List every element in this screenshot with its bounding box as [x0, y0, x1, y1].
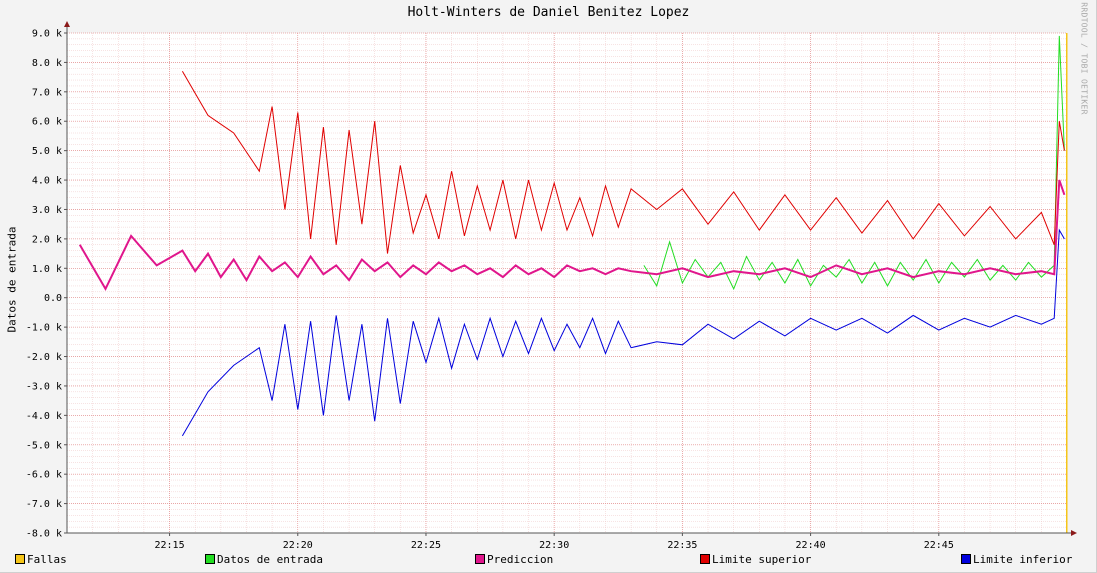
y-tick-label: 0.0 — [44, 293, 62, 304]
legend-swatch-limite-inferior — [961, 554, 971, 564]
y-tick-label: -2.0 k — [26, 352, 62, 363]
legend-swatch-limite-superior — [700, 554, 710, 564]
series-limite-superior-line — [181, 70, 1065, 254]
y-tick-label: -1.0 k — [26, 323, 62, 334]
chart-title: Holt-Winters de Daniel Benitez Lopez — [407, 5, 690, 20]
y-tick-label: 7.0 k — [32, 87, 62, 98]
y-tick-label: -7.0 k — [26, 499, 62, 510]
legend-swatch-datos-de-entrada — [205, 554, 215, 564]
x-tick-label: 22:40 — [796, 540, 826, 551]
legend-label-datos-de-entrada: Datos de entrada — [217, 552, 323, 566]
x-tick-label: 22:30 — [539, 540, 569, 551]
y-tick-label: 8.0 k — [32, 58, 62, 69]
x-tick-label: 22:45 — [924, 540, 954, 551]
y-tick-label: 2.0 k — [32, 234, 62, 245]
y-tick-label: 3.0 k — [32, 205, 62, 216]
y-tick-label: 9.0 k — [32, 29, 62, 40]
series-fallas-mark — [1066, 33, 1068, 533]
y-tick-label: 6.0 k — [32, 117, 62, 128]
series-prediccion-line — [78, 179, 1066, 292]
legend-swatch-fallas — [15, 554, 25, 564]
x-tick-label: 22:25 — [411, 540, 441, 551]
legend-item-limite-superior: Limite superior — [700, 551, 811, 567]
y-tick-label: 1.0 k — [32, 264, 62, 275]
y-tick-label: -4.0 k — [26, 411, 62, 422]
y-tick-label: 5.0 k — [32, 146, 62, 157]
legend-label-prediccion: Prediccion — [487, 552, 554, 566]
legend-item-fallas: Fallas — [15, 551, 67, 567]
y-axis-arrow — [64, 21, 70, 27]
series-limite-inferior-line — [181, 228, 1065, 437]
legend-item-datos-de-entrada: Datos de entrada — [205, 551, 323, 567]
y-tick-label: -5.0 k — [26, 440, 62, 451]
x-tick-label: 22:35 — [667, 540, 697, 551]
legend-label-limite-inferior: Limite inferior — [973, 552, 1073, 566]
legend-item-prediccion: Prediccion — [475, 551, 553, 567]
y-tick-label: 4.0 k — [32, 176, 62, 187]
legend-label-limite-superior: Limite superior — [712, 552, 812, 566]
legend-label-fallas: Fallas — [27, 552, 67, 566]
legend: Fallas Datos de entrada Prediccion Limit… — [0, 551, 1097, 567]
x-tick-label: 22:20 — [283, 540, 313, 551]
plot-background — [67, 33, 1067, 533]
x-axis-arrow — [1071, 530, 1077, 536]
legend-item-limite-inferior: Limite inferior — [961, 551, 1072, 567]
legend-swatch-prediccion — [475, 554, 485, 564]
y-tick-label: -3.0 k — [26, 381, 62, 392]
series-datos-de-entrada-line — [643, 35, 1065, 291]
x-tick-label: 22:15 — [155, 540, 185, 551]
y-tick-label: -6.0 k — [26, 470, 62, 481]
y-tick-label: -8.0 k — [26, 529, 62, 540]
